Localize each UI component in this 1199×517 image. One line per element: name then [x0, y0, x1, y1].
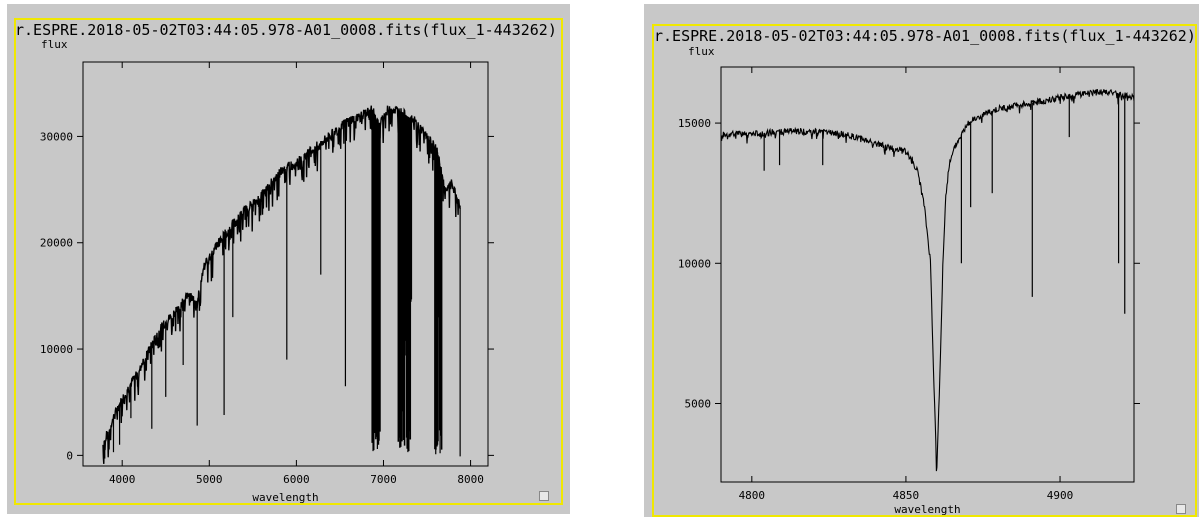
plot-area [82, 61, 489, 467]
y-tick-label: 20000 [40, 237, 73, 250]
x-tick-label: 4850 [893, 489, 920, 502]
x-tick-label: 4000 [109, 473, 136, 486]
plot-title: r.ESPRE.2018-05-02T03:44:05.978-A01_0008… [15, 21, 557, 39]
x-tick-label: 8000 [457, 473, 484, 486]
plot-frame[interactable] [14, 18, 563, 505]
y-tick-label: 15000 [678, 117, 711, 130]
x-tick-label: 6000 [283, 473, 310, 486]
plot-frame[interactable] [652, 24, 1197, 517]
resize-handle-icon[interactable] [1176, 504, 1186, 514]
spectrum-panel-zoom: r.ESPRE.2018-05-02T03:44:05.978-A01_0008… [644, 4, 1199, 517]
x-axis-label: wavelength [252, 491, 318, 504]
y-tick-label: 0 [66, 449, 73, 462]
y-axis-label: flux [688, 45, 715, 58]
y-tick-label: 5000 [685, 397, 712, 410]
plot-title: r.ESPRE.2018-05-02T03:44:05.978-A01_0008… [654, 27, 1196, 45]
x-tick-label: 4800 [739, 489, 766, 502]
resize-handle-icon[interactable] [539, 491, 549, 501]
y-tick-label: 30000 [40, 130, 73, 143]
spectrum-panel-full: r.ESPRE.2018-05-02T03:44:05.978-A01_0008… [7, 4, 570, 514]
spectrum-chart-full[interactable]: 4000 5000 6000 7000 8000 0 10000 20000 30000 flux… [7, 4, 570, 514]
x-axis-label: wavelength [894, 503, 960, 516]
spectrum-series [721, 88, 1134, 472]
spectrum-chart-zoom[interactable]: 4800 4850 4900 5000 10000 15000 flux wavelength [644, 4, 1199, 517]
y-tick-label: 10000 [40, 343, 73, 356]
y-tick-label: 10000 [678, 257, 711, 270]
x-tick-label: 4900 [1047, 489, 1074, 502]
plot-area [720, 66, 1135, 483]
y-axis-label: flux [41, 38, 68, 51]
x-tick-label: 5000 [196, 473, 223, 486]
x-tick-label: 7000 [370, 473, 397, 486]
